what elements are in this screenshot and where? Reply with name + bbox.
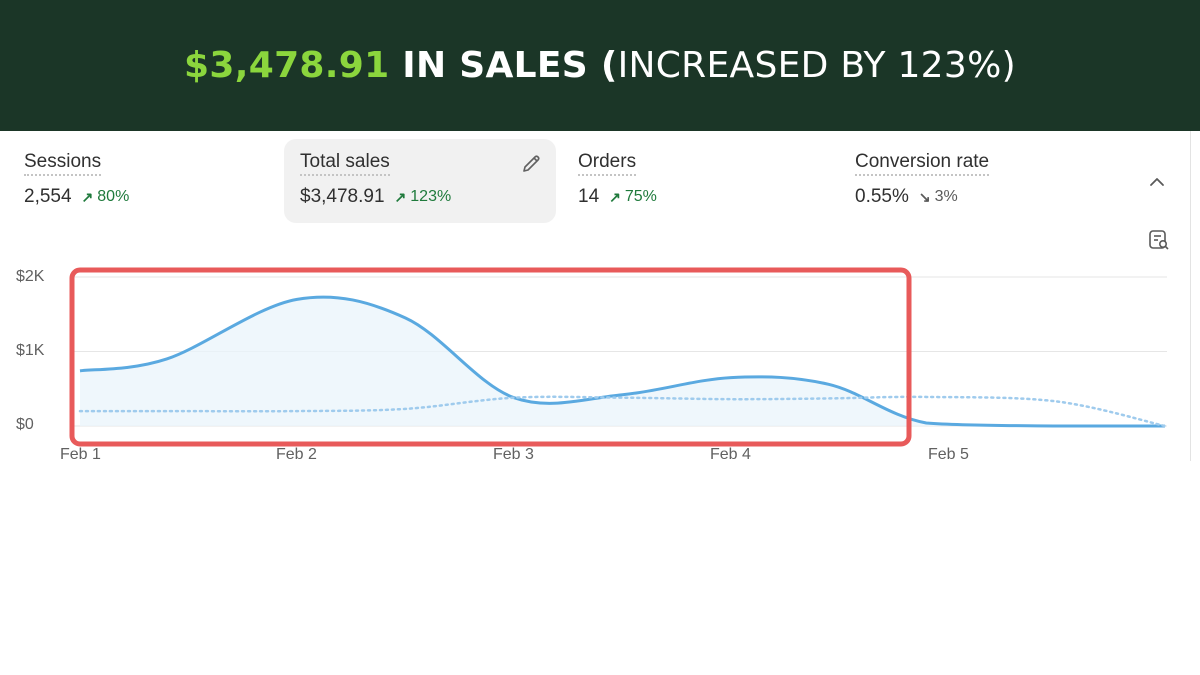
y-tick-label: $2K: [16, 268, 45, 285]
arrow-up-right-icon: ↗: [609, 188, 621, 205]
x-tick-label: Feb 5: [928, 446, 969, 461]
headline: $3,478.91 IN SALES (INCREASED BY 123%): [184, 45, 1016, 86]
metric-label: Sessions: [24, 151, 102, 176]
metric-change: ↗ 75%: [609, 188, 657, 205]
series-line-current: [79, 295, 1165, 428]
highlight-box: [69, 267, 912, 447]
arrow-up-right-icon: ↗: [81, 188, 94, 205]
metric-total-sales[interactable]: Total sales $3,478.91 ↗ 123%: [284, 139, 556, 223]
metric-label: Conversion rate: [855, 151, 990, 176]
y-tick-label: $1K: [16, 342, 45, 359]
headline-amount: $3,478.91: [184, 45, 390, 86]
metric-value: 2,554: [24, 186, 72, 207]
headline-banner: $3,478.91 IN SALES (INCREASED BY 123%): [0, 0, 1200, 131]
metric-value: $3,478.91: [300, 186, 385, 207]
x-tick-label: Feb 1: [60, 446, 101, 461]
pencil-icon[interactable]: [520, 153, 542, 175]
x-tick-label: Feb 3: [493, 446, 534, 461]
metric-orders[interactable]: Orders 14 ↗ 75%: [562, 139, 822, 223]
arrow-down-right-icon: ↘: [918, 188, 931, 205]
y-tick-label: $0: [16, 416, 34, 433]
metric-change: ↘ 3%: [918, 188, 958, 205]
x-tick-label: Feb 2: [276, 446, 317, 461]
metric-change: ↗ 80%: [81, 188, 130, 205]
arrow-up-right-icon: ↗: [394, 188, 407, 205]
metric-conversion-rate[interactable]: Conversion rate 0.55% ↘ 3%: [839, 139, 1109, 223]
metric-value: 0.55%: [855, 186, 909, 207]
report-search-icon[interactable]: [1147, 228, 1171, 252]
headline-in-sales: IN SALES (: [389, 45, 618, 86]
metric-value: 14: [578, 186, 600, 207]
metric-sessions[interactable]: Sessions 2,554 ↗ 80%: [8, 139, 268, 223]
series-area: [80, 297, 1165, 426]
series-line-comparison: [78, 395, 1167, 428]
metric-label: Total sales: [300, 151, 390, 176]
analytics-panel: Sessions 2,554 ↗ 80% Total sales $3,478.9…: [0, 131, 1191, 461]
metric-change: ↗ 123%: [394, 188, 452, 205]
headline-increase: INCREASED BY 123%): [617, 45, 1016, 86]
x-tick-label: Feb 4: [710, 446, 751, 461]
metric-label: Orders: [578, 151, 637, 176]
chevron-up-icon[interactable]: [1146, 171, 1168, 193]
sales-chart: [69, 267, 1167, 447]
